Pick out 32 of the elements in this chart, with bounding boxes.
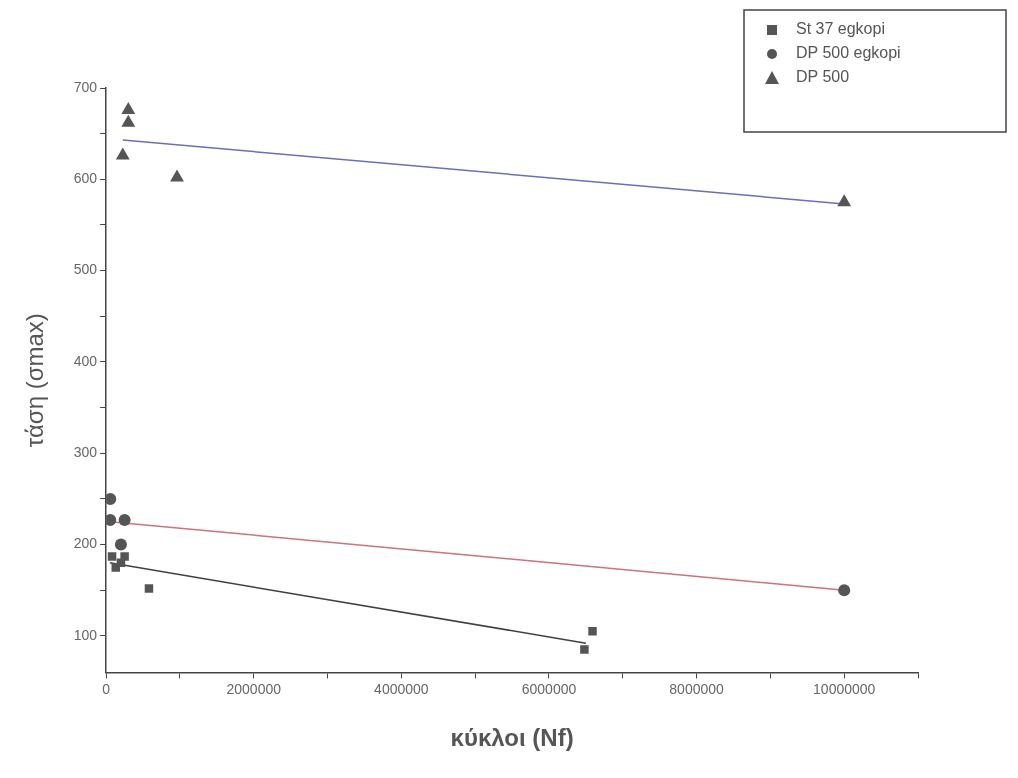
point (106, 513, 117, 526)
y-axis-title: τάση (σmax) (21, 313, 49, 448)
y-tick-label: 400 (73, 352, 98, 369)
x-tick-label: 4000000 (374, 680, 429, 697)
legend-label: St 37 egkopi (796, 20, 885, 38)
point (838, 584, 851, 597)
x-tick-label: 0 (102, 680, 111, 697)
y-tick-label: 100 (73, 626, 98, 643)
point (118, 513, 131, 526)
point (580, 645, 589, 654)
y-tick-label: 600 (73, 170, 98, 187)
point (107, 552, 117, 561)
x-tick-label: 2000000 (226, 680, 282, 697)
point (144, 584, 154, 593)
y-tick-label: 200 (73, 535, 98, 552)
point (170, 169, 184, 182)
y-tick-label: 500 (73, 261, 98, 278)
legend-label: DP 500 egkopi (796, 44, 901, 62)
point (121, 114, 136, 127)
point (114, 538, 127, 551)
point (837, 194, 852, 207)
point (588, 627, 597, 636)
x-tick-label: 8000000 (669, 680, 725, 697)
point (115, 147, 130, 160)
x-axis-title: κύκλοι (Nf) (450, 724, 574, 752)
y-tick-label: 700 (73, 78, 98, 95)
y-tick-label: 300 (73, 444, 98, 461)
x-tick-label: 6000000 (521, 680, 577, 697)
point (121, 101, 136, 114)
legend-label: DP 500 (796, 68, 850, 86)
x-tick-label: 10000000 (813, 680, 876, 697)
point (106, 492, 117, 505)
